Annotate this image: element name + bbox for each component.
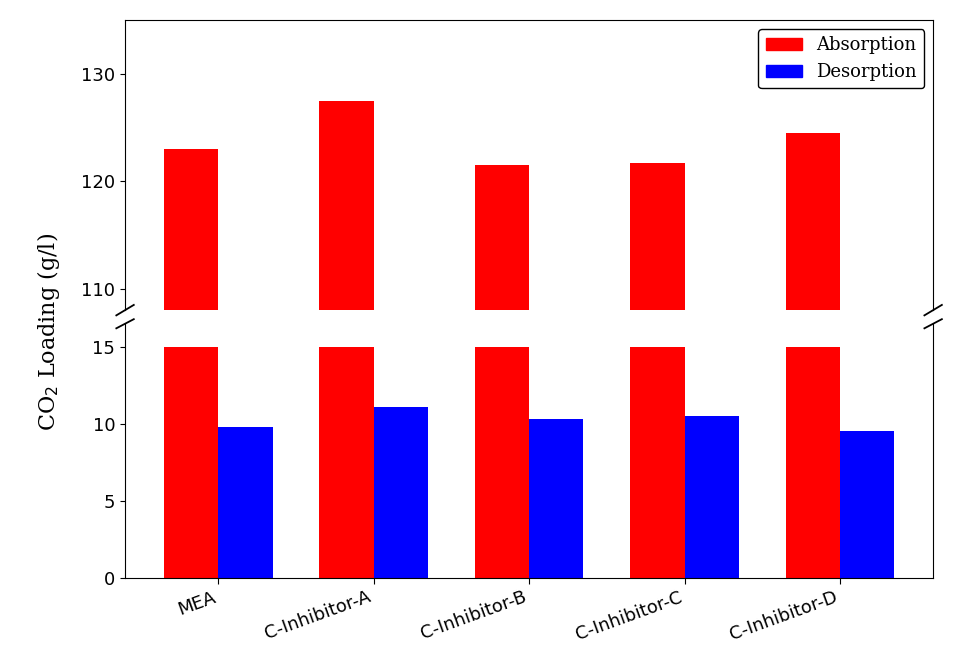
Bar bbox=[319, 100, 373, 664]
Bar bbox=[474, 347, 529, 578]
Text: CO$_2$ Loading (g/l): CO$_2$ Loading (g/l) bbox=[35, 233, 62, 431]
Bar bbox=[785, 347, 839, 578]
Bar bbox=[163, 347, 218, 578]
Bar bbox=[785, 133, 839, 664]
Legend: Absorption, Desorption: Absorption, Desorption bbox=[757, 29, 924, 88]
Bar bbox=[629, 347, 684, 578]
Bar bbox=[373, 407, 428, 578]
Bar bbox=[529, 419, 583, 578]
Bar bbox=[474, 165, 529, 664]
Bar bbox=[218, 427, 272, 578]
Bar bbox=[319, 347, 373, 578]
Bar bbox=[163, 149, 218, 664]
Bar bbox=[839, 432, 894, 578]
Bar bbox=[629, 163, 684, 664]
Bar bbox=[684, 416, 738, 578]
